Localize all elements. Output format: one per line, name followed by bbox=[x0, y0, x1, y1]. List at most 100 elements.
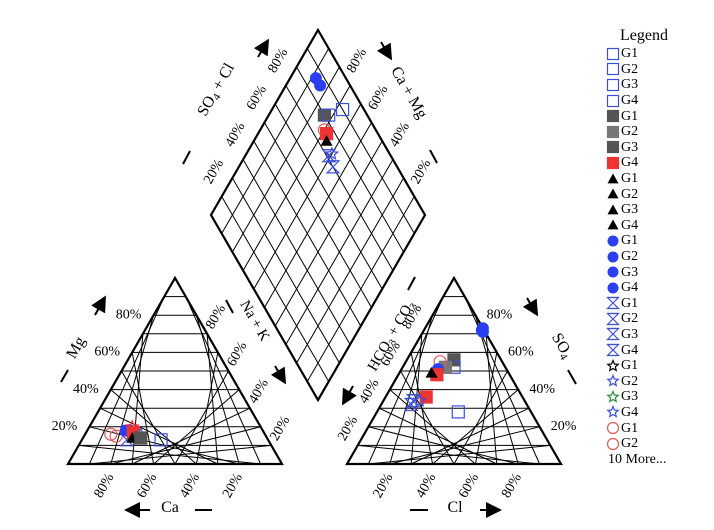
legend-item-label: G1 bbox=[621, 233, 639, 249]
tick-cl: 60% bbox=[456, 471, 482, 501]
tick-so4: 40% bbox=[529, 382, 555, 397]
star-icon bbox=[606, 389, 620, 403]
legend-item: G2 bbox=[606, 373, 710, 389]
legend-item-label: G4 bbox=[621, 342, 639, 358]
cation-point bbox=[109, 429, 123, 443]
ca-mg-dash bbox=[429, 149, 438, 164]
ternary-grids bbox=[66, 27, 563, 466]
legend-items: G1 G2 G3 G4 G1 G2 G3 G4 G1 G2 G3 G4 G1 G2 G3 G4 G1 G2 G3 G4… bbox=[606, 46, 710, 451]
tick-so4: 80% bbox=[487, 307, 513, 322]
legend-item: G4 bbox=[606, 218, 710, 234]
tick-ca: 20% bbox=[220, 471, 246, 501]
tick-so4: 60% bbox=[508, 345, 534, 360]
legend-item: G4 bbox=[606, 155, 710, 171]
legend-item: G3 bbox=[606, 327, 710, 343]
anion-point bbox=[425, 366, 438, 378]
tick-ca-mg: 40% bbox=[387, 120, 413, 150]
circle-open-icon bbox=[606, 437, 620, 450]
square-icon bbox=[606, 125, 620, 138]
tick-so4-cl: 20% bbox=[201, 157, 227, 187]
legend-item-label: G2 bbox=[621, 436, 639, 452]
legend-item: G1 bbox=[606, 233, 710, 249]
triangle-icon bbox=[607, 173, 619, 183]
tick-so4-cl: 60% bbox=[244, 83, 270, 113]
tick-mg: 40% bbox=[73, 382, 99, 397]
legend-item: G4 bbox=[606, 342, 710, 358]
legend-more-label[interactable]: 10 More... bbox=[608, 452, 667, 468]
tick-hco3: 20% bbox=[335, 414, 361, 444]
legend-item-label: G4 bbox=[621, 93, 639, 109]
tick-ca-mg: 60% bbox=[366, 83, 392, 113]
anion-point bbox=[403, 397, 419, 412]
legend-item-label: G3 bbox=[621, 389, 639, 405]
square-icon bbox=[606, 141, 620, 154]
tick-cl: 80% bbox=[499, 471, 525, 501]
triangle-icon bbox=[607, 188, 619, 199]
legend-item-label: G4 bbox=[621, 404, 639, 420]
tick-so4: 20% bbox=[551, 419, 577, 434]
hourglass-icon bbox=[606, 328, 620, 341]
legend-item: G1 bbox=[606, 108, 710, 124]
legend-item: G2 bbox=[606, 62, 710, 78]
tick-mg: 20% bbox=[52, 419, 78, 434]
legend-item-label: G4 bbox=[621, 280, 639, 296]
hco3-dash bbox=[407, 276, 416, 291]
cation-point bbox=[154, 433, 168, 447]
ca-axis-label: Ca bbox=[161, 499, 179, 516]
star-icon bbox=[606, 405, 620, 419]
legend-item-label: G1 bbox=[621, 420, 639, 436]
cation-point bbox=[134, 431, 148, 445]
tick-na-k: 40% bbox=[246, 376, 272, 406]
legend: Legend G1 G2 G3 G4 G1 G2 G3 G4 G1 G2 G3 G4 G1 G2 G3 G4 G… bbox=[606, 26, 710, 469]
legend-item: G3 bbox=[606, 140, 710, 156]
so4-cl-dash bbox=[182, 150, 191, 165]
hourglass-icon bbox=[606, 297, 620, 310]
circle-icon bbox=[607, 251, 619, 263]
so4-cl-axis-label: SO4 + Cl bbox=[194, 60, 240, 120]
legend-item-label: G3 bbox=[621, 77, 639, 93]
circle-icon bbox=[607, 282, 619, 294]
legend-item-label: G1 bbox=[621, 46, 639, 62]
mg-axis-label: Mg bbox=[63, 334, 89, 362]
anion-triangle bbox=[345, 275, 563, 466]
legend-item-label: G1 bbox=[621, 295, 639, 311]
square-icon bbox=[606, 156, 620, 170]
tick-hco3: 40% bbox=[357, 376, 383, 406]
legend-item: G4 bbox=[606, 405, 710, 421]
triangle-icon bbox=[607, 219, 619, 230]
so4-cl-arrow bbox=[253, 38, 270, 58]
cl-axis-label: Cl bbox=[447, 499, 463, 516]
square-open-icon bbox=[606, 63, 620, 76]
tick-mg: 60% bbox=[94, 345, 120, 360]
legend-item: G2 bbox=[606, 249, 710, 265]
diamond-point bbox=[317, 108, 332, 122]
legend-item-label: G2 bbox=[621, 311, 639, 327]
ca-mg-arrow bbox=[376, 41, 393, 61]
square-open-icon bbox=[606, 78, 620, 92]
cation-triangle bbox=[66, 275, 284, 466]
anion-point bbox=[405, 394, 421, 408]
tick-na-k: 20% bbox=[267, 414, 293, 444]
legend-item-label: G3 bbox=[621, 264, 639, 280]
mg-arrow bbox=[91, 295, 106, 316]
anion-point bbox=[475, 324, 488, 337]
legend-item-label: G2 bbox=[621, 186, 639, 202]
legend-item: G2 bbox=[606, 186, 710, 202]
legend-item: G1 bbox=[606, 171, 710, 187]
legend-item-label: G2 bbox=[621, 373, 639, 389]
legend-item-label: G3 bbox=[621, 326, 639, 342]
na-k-arrow bbox=[270, 365, 287, 385]
legend-item-label: G4 bbox=[621, 155, 639, 171]
diamond-point bbox=[314, 79, 327, 92]
tick-ca-mg: 20% bbox=[408, 157, 434, 187]
diamond-point bbox=[322, 108, 336, 122]
piper-diagram: 20% 20% 20% 40% 40% 40% 60% 60% 60% 80% 80% 80% 20% 2… bbox=[52, 27, 577, 518]
legend-item-label: G1 bbox=[621, 171, 639, 187]
legend-title: Legend bbox=[620, 27, 668, 44]
tick-ca: 60% bbox=[134, 471, 160, 501]
legend-item: G1 bbox=[606, 358, 710, 374]
legend-item: G1 bbox=[606, 46, 710, 62]
tick-cl: 20% bbox=[371, 471, 397, 501]
diamond-point bbox=[325, 160, 341, 174]
legend-item: G2 bbox=[606, 436, 710, 452]
